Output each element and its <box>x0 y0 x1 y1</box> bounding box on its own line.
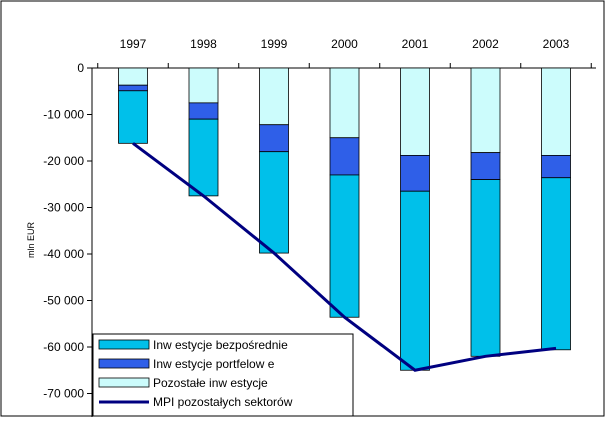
legend-label: Inw estycje portfelow e <box>153 357 275 371</box>
bar-segment <box>401 155 430 191</box>
y-axis-label: mln EUR <box>26 222 36 259</box>
y-tick-label: -30 000 <box>43 201 84 215</box>
bar-segment <box>260 68 289 125</box>
legend-swatch <box>99 359 149 368</box>
bar-segment <box>542 155 571 177</box>
x-tick-label: 1997 <box>120 37 147 51</box>
y-tick-label: -10 000 <box>43 108 84 122</box>
bar-segment <box>119 91 148 144</box>
bar-segment <box>119 85 148 91</box>
bar-segment <box>542 178 571 350</box>
bar-segment <box>330 68 359 138</box>
y-tick-label: -60 000 <box>43 340 84 354</box>
bar-segment <box>260 125 289 152</box>
bar-segment <box>189 103 218 119</box>
bar-segment <box>260 152 289 253</box>
bar-segment <box>119 68 148 85</box>
legend-label: Pozostałe inw estycje <box>153 376 268 390</box>
bar-segment <box>471 153 500 180</box>
bar-segment <box>330 138 359 175</box>
y-tick-label: -50 000 <box>43 294 84 308</box>
bar-segment <box>471 68 500 153</box>
bar-segment <box>189 119 218 196</box>
bar-segment <box>401 191 430 370</box>
x-tick-label: 1999 <box>261 37 288 51</box>
y-tick-label: -20 000 <box>43 154 84 168</box>
y-tick-label: 0 <box>77 61 84 75</box>
bar-segment <box>542 68 571 155</box>
bar-segment <box>401 68 430 155</box>
x-tick-label: 2002 <box>472 37 499 51</box>
legend-swatch <box>99 378 149 387</box>
legend-swatch <box>99 340 149 349</box>
x-tick-label: 2003 <box>543 37 570 51</box>
x-tick-label: 1998 <box>190 37 217 51</box>
y-tick-label: -70 000 <box>43 387 84 401</box>
bar-segment <box>189 68 218 103</box>
legend-label: MPI pozostałych sektorów <box>153 395 293 409</box>
x-tick-label: 2000 <box>331 37 358 51</box>
y-tick-label: -40 000 <box>43 247 84 261</box>
legend: Inw estycje bezpośrednie Inw estycje port… <box>93 334 353 416</box>
legend-label: Inw estycje bezpośrednie <box>153 338 288 352</box>
bar-segment <box>330 175 359 317</box>
x-tick-label: 2001 <box>402 37 429 51</box>
bar-segment <box>471 180 500 357</box>
